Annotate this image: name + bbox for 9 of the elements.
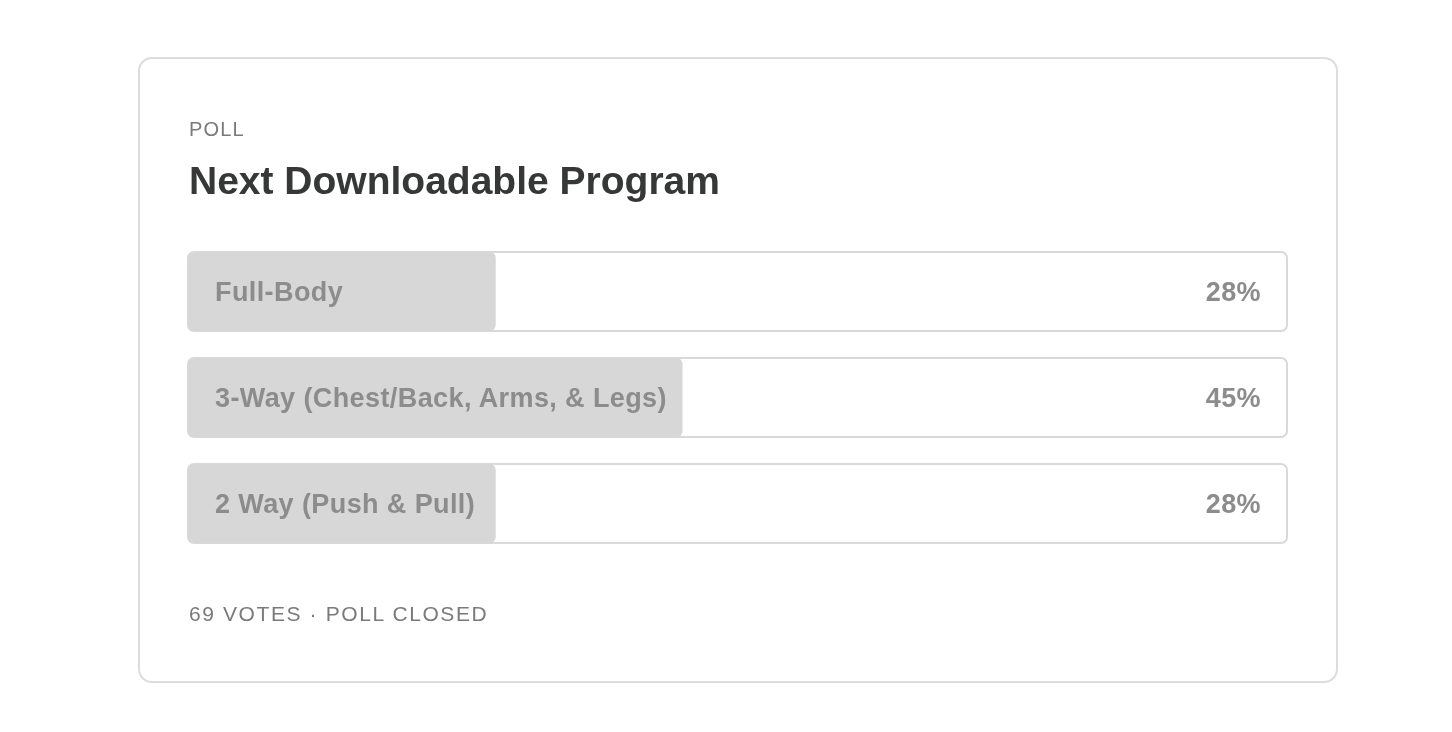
chart-title: Next Downloadable Program	[189, 159, 720, 202]
text: 69 VOTES · POLL CLOSED	[189, 602, 489, 625]
y-tick-label: 3-Way (Chest/Back, Arms, & Legs)	[215, 382, 667, 413]
data-label: 28%	[1205, 276, 1261, 307]
chart-subtitle: POLL	[189, 118, 245, 140]
y-tick-label: 2 Way (Push & Pull)	[215, 488, 476, 519]
y-tick-label: Full-Body	[215, 276, 344, 307]
data-label: 45%	[1205, 382, 1261, 413]
data-label: 28%	[1205, 488, 1261, 519]
